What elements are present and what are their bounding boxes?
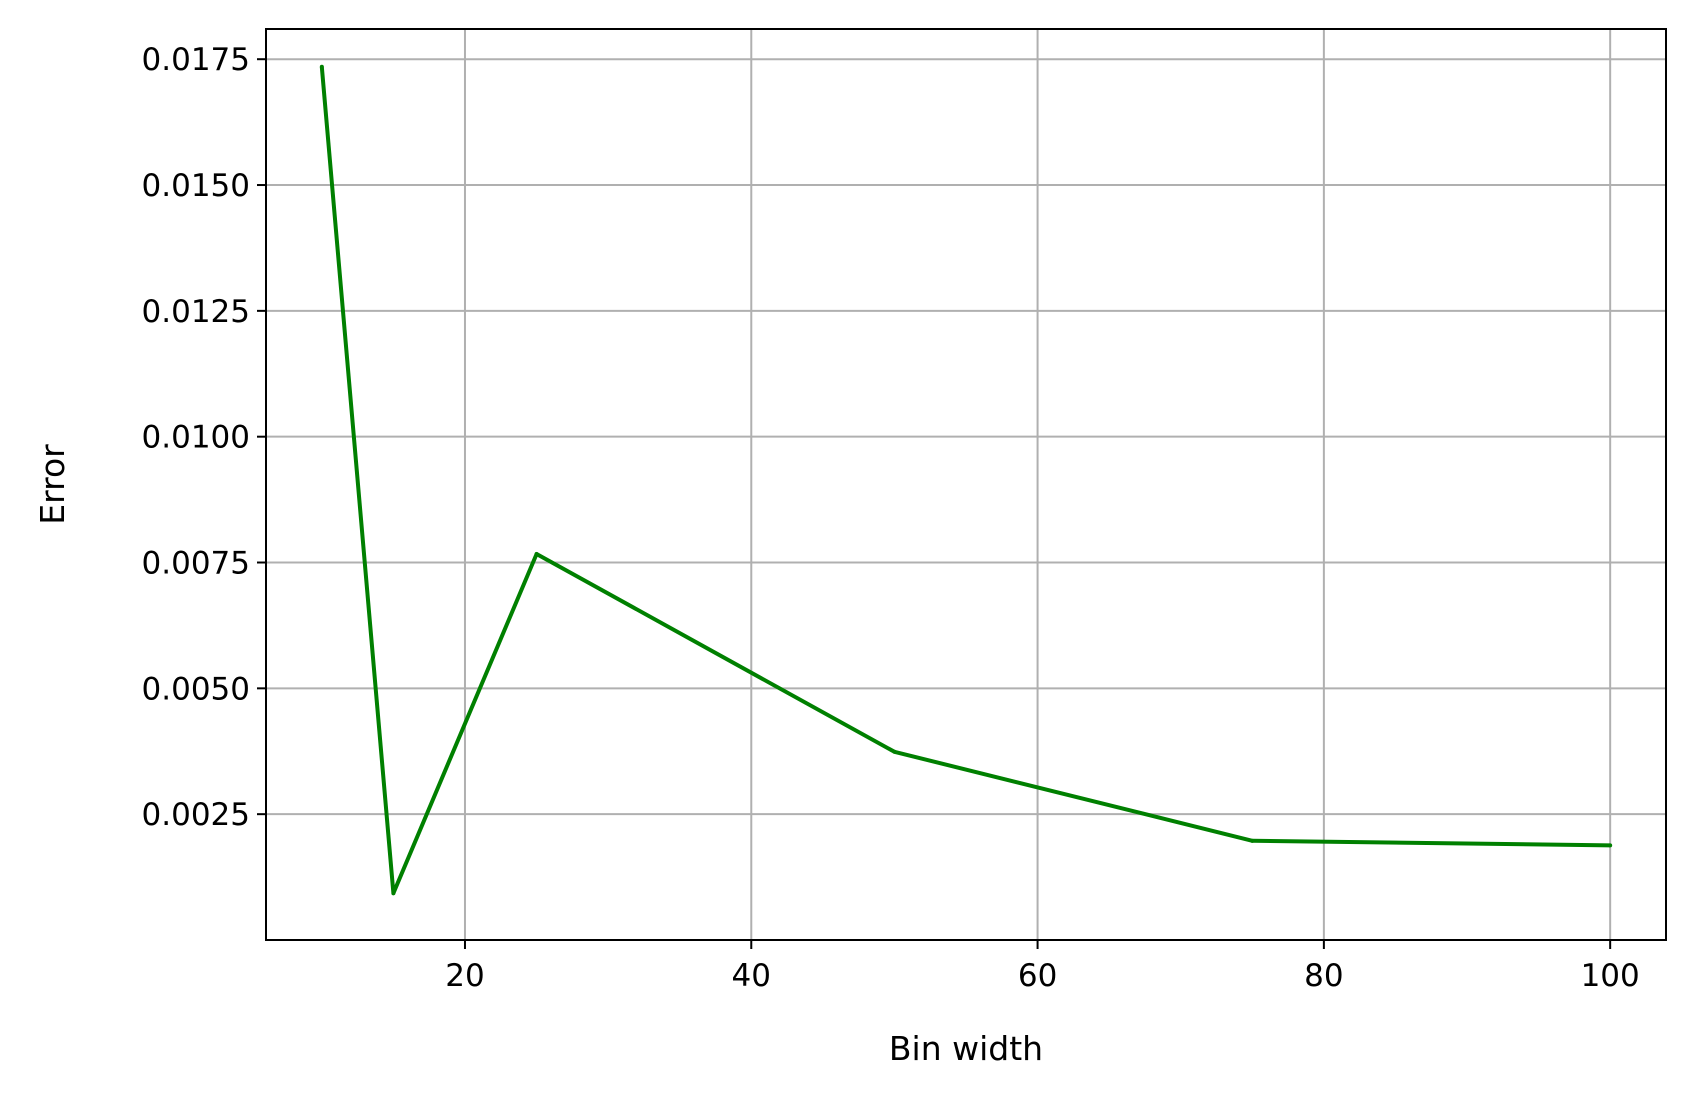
y-tick-label: 0.0125 — [142, 294, 250, 330]
x-tick-label: 40 — [732, 958, 771, 994]
data-point — [534, 551, 539, 556]
x-tick-label: 20 — [445, 958, 484, 994]
x-tick-label: 60 — [1018, 958, 1057, 994]
axes-frame — [265, 28, 1667, 941]
y-tick-label: 0.0175 — [142, 42, 250, 78]
series-layer — [319, 64, 1613, 896]
y-tick-label: 0.0075 — [142, 546, 250, 582]
x-tick-label: 100 — [1581, 958, 1640, 994]
data-point — [319, 64, 324, 69]
data-point — [1608, 843, 1613, 848]
x-axis-label: Bin width — [889, 1029, 1043, 1068]
y-tick-label: 0.0050 — [142, 671, 250, 707]
axis-ticks: 20 40 60 80 100 0.0025 0.0050 0.0075 0.0100 0.012… — [142, 42, 1640, 994]
data-point — [1250, 838, 1255, 843]
data-point — [391, 891, 396, 896]
y-tick-label: 0.0100 — [142, 420, 250, 456]
data-point — [892, 749, 897, 754]
grid-lines — [266, 29, 1666, 940]
y-tick-label: 0.0025 — [142, 797, 250, 833]
x-tick-label: 80 — [1304, 958, 1343, 994]
series-line — [319, 66, 1611, 896]
y-tick-label: 0.0150 — [142, 168, 250, 204]
y-axis-label: Error — [33, 444, 72, 525]
